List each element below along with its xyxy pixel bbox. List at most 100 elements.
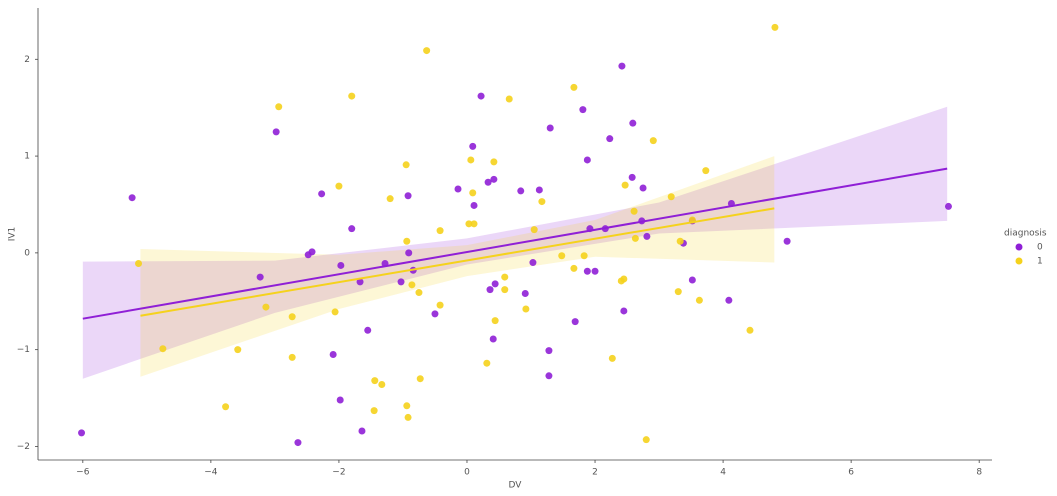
point xyxy=(128,194,136,202)
point xyxy=(490,158,498,166)
point xyxy=(402,161,410,169)
point xyxy=(408,281,416,289)
point xyxy=(771,23,779,31)
point xyxy=(491,280,499,288)
point xyxy=(348,92,356,100)
point xyxy=(517,187,525,195)
point xyxy=(275,103,283,111)
point xyxy=(583,267,591,275)
point xyxy=(570,264,578,272)
point xyxy=(628,173,636,181)
legend-marker xyxy=(1015,257,1023,265)
point xyxy=(688,276,696,284)
point xyxy=(404,192,412,200)
point xyxy=(470,220,478,228)
point xyxy=(580,252,588,260)
point xyxy=(288,313,296,321)
point xyxy=(695,296,703,304)
point xyxy=(222,403,230,411)
x-tick-label: 6 xyxy=(848,468,854,478)
point xyxy=(234,346,242,354)
point xyxy=(522,305,530,313)
point xyxy=(431,310,439,318)
legend-title: diagnosis xyxy=(1004,229,1047,239)
point xyxy=(288,353,296,361)
point xyxy=(521,290,529,298)
point xyxy=(783,237,791,245)
point xyxy=(405,249,413,257)
y-tick-label: −2 xyxy=(17,442,30,452)
legend-label: 0 xyxy=(1037,243,1043,253)
point xyxy=(469,142,477,150)
point xyxy=(501,286,509,294)
point xyxy=(725,296,733,304)
point xyxy=(371,377,379,385)
x-tick-label: 0 xyxy=(464,468,470,478)
x-tick-label: 2 xyxy=(592,468,598,478)
point xyxy=(642,436,650,444)
point xyxy=(436,227,444,235)
x-tick-label: −4 xyxy=(204,468,218,478)
point xyxy=(570,83,578,91)
point xyxy=(558,252,566,260)
y-tick-label: 1 xyxy=(24,152,30,162)
point xyxy=(159,345,167,353)
point xyxy=(676,237,684,245)
point xyxy=(294,439,302,447)
regression-line xyxy=(140,207,775,317)
point xyxy=(643,232,651,240)
point xyxy=(620,307,628,315)
point xyxy=(336,396,344,404)
legend-marker xyxy=(1015,243,1023,251)
point xyxy=(631,234,639,242)
point xyxy=(571,318,579,326)
point xyxy=(535,186,543,194)
legend-label: 1 xyxy=(1037,257,1043,267)
point xyxy=(530,226,538,234)
point xyxy=(469,189,477,197)
point xyxy=(436,301,444,309)
point xyxy=(489,335,497,343)
point xyxy=(618,62,626,70)
point xyxy=(348,225,356,233)
x-axis-label: DV xyxy=(509,481,523,491)
point xyxy=(608,354,616,362)
point xyxy=(397,278,405,286)
point xyxy=(491,317,499,325)
point xyxy=(484,178,492,186)
point xyxy=(467,156,475,164)
point xyxy=(538,198,546,206)
point xyxy=(308,248,316,256)
point xyxy=(335,182,343,190)
y-tick-label: −1 xyxy=(17,345,30,355)
point xyxy=(483,359,491,367)
point xyxy=(416,375,424,383)
confidence-band xyxy=(140,156,775,377)
point xyxy=(78,429,86,437)
point xyxy=(944,202,952,210)
point xyxy=(337,261,345,269)
point xyxy=(403,237,411,245)
point xyxy=(370,407,378,415)
point xyxy=(135,260,143,268)
point xyxy=(529,259,537,267)
y-tick-label: 0 xyxy=(24,248,30,258)
point xyxy=(630,207,638,215)
x-tick-label: −6 xyxy=(76,468,90,478)
point xyxy=(470,201,478,209)
point xyxy=(621,181,629,189)
point xyxy=(358,427,366,435)
point xyxy=(329,351,337,359)
point xyxy=(415,289,423,297)
point xyxy=(674,288,682,296)
point xyxy=(331,308,339,316)
point xyxy=(629,119,637,127)
regression-line xyxy=(82,167,948,320)
point xyxy=(639,184,647,192)
x-tick-label: 4 xyxy=(720,468,726,478)
x-tick-label: −2 xyxy=(332,468,345,478)
point xyxy=(490,175,498,183)
point xyxy=(545,347,553,355)
point xyxy=(591,267,599,275)
